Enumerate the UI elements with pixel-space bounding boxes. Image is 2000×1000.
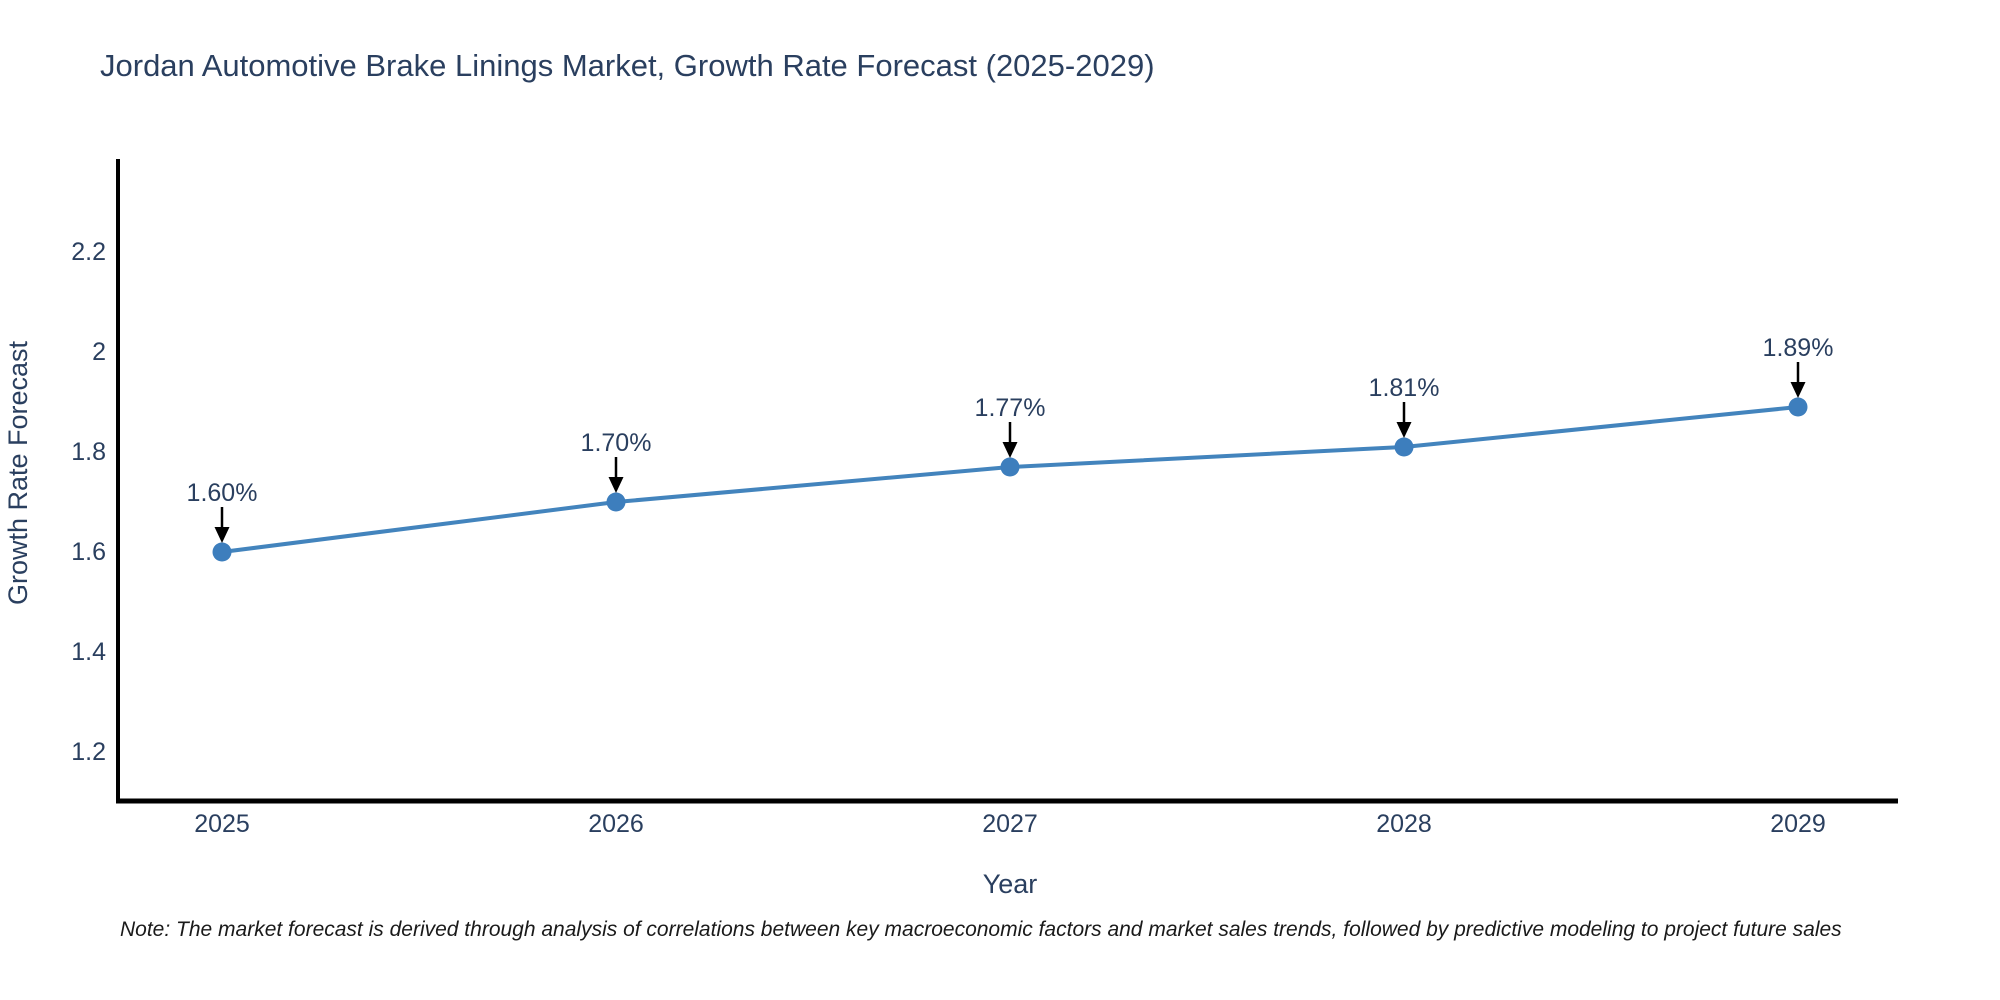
y-tick-label: 1.2 (71, 738, 106, 766)
data-point-label: 1.77% (975, 394, 1046, 422)
data-point-label: 1.60% (187, 479, 258, 507)
x-tick-label: 2029 (1770, 810, 1826, 838)
x-tick-label: 2025 (194, 810, 250, 838)
data-point-label: 1.70% (581, 429, 652, 457)
annotation-arrow-head (1790, 382, 1806, 398)
data-point (1788, 397, 1808, 417)
y-tick-label: 1.6 (71, 538, 106, 566)
annotation-arrow-head (1002, 442, 1018, 458)
annotation-arrow-head (214, 527, 230, 543)
data-point (1394, 437, 1414, 457)
x-tick-label: 2027 (982, 810, 1038, 838)
y-tick-label: 1.4 (71, 638, 106, 666)
data-point (212, 542, 232, 562)
x-axis-title: Year (983, 869, 1038, 899)
y-axis-title: Growth Rate Forecast (3, 340, 33, 605)
y-tick-label: 2.2 (71, 238, 106, 266)
annotation-arrow-head (1396, 422, 1412, 438)
chart-title: Jordan Automotive Brake Linings Market, … (100, 48, 1155, 83)
data-point-label: 1.81% (1369, 374, 1440, 402)
data-point-label: 1.89% (1763, 334, 1834, 362)
data-point (1000, 457, 1020, 477)
x-tick-label: 2028 (1376, 810, 1432, 838)
footnote: Note: The market forecast is derived thr… (120, 918, 1842, 941)
annotation-arrow-head (608, 477, 624, 493)
x-tick-label: 2026 (588, 810, 644, 838)
data-point (606, 492, 626, 512)
y-tick-label: 1.8 (71, 438, 106, 466)
y-tick-label: 2 (92, 338, 106, 366)
